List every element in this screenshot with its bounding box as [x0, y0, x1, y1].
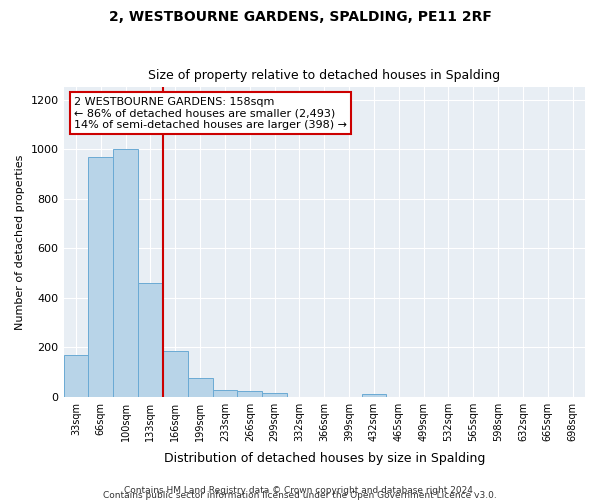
Text: 2, WESTBOURNE GARDENS, SPALDING, PE11 2RF: 2, WESTBOURNE GARDENS, SPALDING, PE11 2R… — [109, 10, 491, 24]
Text: 2 WESTBOURNE GARDENS: 158sqm
← 86% of detached houses are smaller (2,493)
14% of: 2 WESTBOURNE GARDENS: 158sqm ← 86% of de… — [74, 96, 347, 130]
Bar — [212, 390, 238, 396]
Bar — [188, 378, 212, 396]
Bar — [64, 354, 88, 397]
Bar — [238, 391, 262, 396]
Text: Contains public sector information licensed under the Open Government Licence v3: Contains public sector information licen… — [103, 491, 497, 500]
Bar — [138, 283, 163, 397]
Bar — [88, 156, 113, 396]
Bar — [262, 394, 287, 396]
Bar — [163, 351, 188, 397]
Text: Contains HM Land Registry data © Crown copyright and database right 2024.: Contains HM Land Registry data © Crown c… — [124, 486, 476, 495]
Title: Size of property relative to detached houses in Spalding: Size of property relative to detached ho… — [148, 69, 500, 82]
Bar — [362, 394, 386, 396]
Y-axis label: Number of detached properties: Number of detached properties — [15, 154, 25, 330]
Bar — [113, 149, 138, 396]
X-axis label: Distribution of detached houses by size in Spalding: Distribution of detached houses by size … — [164, 452, 485, 465]
